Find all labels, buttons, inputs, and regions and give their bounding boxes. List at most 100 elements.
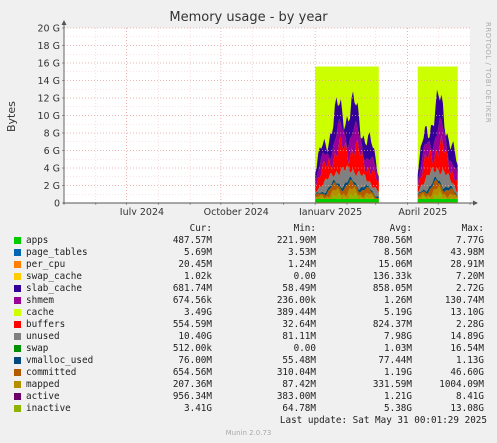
legend-row-vmalloc-used: vmalloc_used 76.00M 55.48M 77.44M 1.13G [14, 355, 492, 367]
legend-avg: 331.59M [372, 379, 412, 390]
last-update: Last update: Sat May 31 00:01:29 2025 [279, 415, 487, 426]
y-tick-label: 4 G [44, 164, 60, 175]
legend-name: per_cpu [26, 259, 66, 270]
legend-min: 236.00k [276, 295, 316, 306]
legend-row-slab-cache: slab_cache 681.74M 58.49M 858.05M 2.72G [14, 283, 492, 295]
memory-chart: 0 2 G 4 G 6 G 8 G 10 G 12 G 14 G 16 G 18 G 20 G Jul… [38, 20, 478, 215]
y-tick-label: 18 G [38, 41, 60, 52]
stack-layer [417, 167, 458, 197]
stack-layer [315, 165, 379, 197]
legend-max: 28.91M [450, 259, 484, 270]
legend-row-committed: committed 654.56M 310.04M 1.19G 46.60G [14, 367, 492, 379]
col-min-header: Min: [293, 223, 316, 234]
legend-min: 0.00 [293, 271, 316, 282]
legend-swatch [14, 369, 21, 376]
legend-name: committed [26, 367, 77, 378]
legend-avg: 77.44M [378, 355, 412, 366]
y-tick-label: 20 G [38, 24, 60, 35]
legend-swatch [14, 309, 21, 316]
legend-max: 16.54M [450, 343, 484, 354]
y-tick-label: 16 G [38, 59, 60, 70]
stack-layer [315, 91, 379, 183]
legend-name: shmem [26, 295, 54, 306]
legend-swatch [14, 249, 21, 256]
legend-min: 58.49M [282, 283, 316, 294]
y-tick-label: 0 [54, 199, 60, 210]
legend-table: Cur: Min: Avg: Max: apps 487.57M 221.90M 78… [14, 223, 492, 415]
legend-min: 1.24M [288, 259, 316, 270]
legend-max: 7.77G [456, 235, 484, 246]
legend-name: mapped [26, 379, 60, 390]
legend-cur: 681.74M [172, 283, 212, 294]
legend-name: apps [26, 235, 49, 246]
legend-avg: 858.05M [372, 283, 412, 294]
legend-max: 13.08G [450, 403, 484, 414]
legend-rows: apps 487.57M 221.90M 780.56M 7.77G page_table… [14, 235, 492, 415]
legend-swatch [14, 345, 21, 352]
legend-avg: 1.03M [384, 343, 412, 354]
legend-name: swap_cache [26, 271, 82, 282]
legend-cur: 654.56M [172, 367, 212, 378]
chart-title: Memory usage - by year [169, 10, 328, 25]
legend-min: 0.00 [293, 343, 316, 354]
legend-min: 87.42M [282, 379, 316, 390]
legend-max: 43.98M [450, 247, 484, 258]
y-tick-label: 2 G [44, 181, 60, 192]
legend-max: 130.74M [444, 295, 484, 306]
apps-area [417, 199, 458, 202]
legend-avg: 780.56M [372, 235, 412, 246]
y-tick-label: 12 G [38, 94, 60, 105]
legend-cur: 20.45M [178, 259, 212, 270]
y-tick-label: 8 G [44, 129, 60, 140]
legend-row-unused: unused 10.40G 81.11M 7.98G 14.89G [14, 331, 492, 343]
plot-area [64, 28, 470, 203]
stack-layer [315, 118, 379, 191]
legend-row-mapped: mapped 207.36M 87.42M 331.59M 1004.09M [14, 379, 492, 391]
legend-swatch [14, 333, 21, 340]
legend-min: 64.78M [282, 403, 316, 414]
legend-name: unused [26, 331, 60, 342]
y-tick-label: 6 G [44, 146, 60, 157]
legend-cur: 76.00M [178, 355, 212, 366]
stack-layer [315, 187, 379, 202]
legend-cur: 487.57M [172, 235, 212, 246]
legend-max: 7.20M [456, 271, 484, 282]
legend-row-per-cpu: per_cpu 20.45M 1.24M 15.06M 28.91M [14, 259, 492, 271]
legend-row-swap-cache: swap_cache 1.02k 0.00 136.33k 7.20M [14, 271, 492, 283]
stack-layer [315, 176, 379, 199]
legend-name: buffers [26, 319, 66, 330]
legend-cur: 5.69M [184, 247, 212, 258]
legend-header: Cur: Min: Avg: Max: [14, 223, 492, 235]
legend-row-cache: cache 3.49G 389.44M 5.19G 13.10G [14, 307, 492, 319]
legend-row-inactive: inactive 3.41G 64.78M 5.38G 13.08G [14, 403, 492, 415]
stack-layer [315, 179, 379, 201]
legend-row-active: active 956.34M 383.00M 1.21G 8.41G [14, 391, 492, 403]
legend-avg: 5.38G [384, 403, 412, 414]
legend-cur: 3.49G [184, 307, 212, 318]
legend-name: slab_cache [26, 283, 82, 294]
apps-area [315, 199, 379, 202]
legend-cur: 554.59M [172, 319, 212, 330]
legend-name: swap [26, 343, 49, 354]
legend-name: page_tables [26, 247, 88, 258]
stack-layer [417, 117, 458, 189]
legend-max: 1.13G [456, 355, 484, 366]
legend-max: 2.72G [456, 283, 484, 294]
legend-min: 32.64M [282, 319, 316, 330]
stack-layer [417, 176, 458, 197]
legend-cur: 10.40G [178, 331, 212, 342]
legend-avg: 1.19G [384, 367, 412, 378]
legend-row-buffers: buffers 554.59M 32.64M 824.37M 2.28G [14, 319, 492, 331]
legend-swatch [14, 393, 21, 400]
legend-row-apps: apps 487.57M 221.90M 780.56M 7.77G [14, 235, 492, 247]
legend-avg: 5.19G [384, 307, 412, 318]
legend-swatch [14, 321, 21, 328]
y-tick-label: 10 G [38, 111, 60, 122]
legend-swatch [14, 405, 21, 412]
x-tick-label: October 2024 [204, 207, 269, 215]
legend-max: 8.41G [456, 391, 484, 402]
legend-name: cache [26, 307, 54, 318]
legend-avg: 15.06M [378, 259, 412, 270]
legend-max: 46.60G [450, 367, 484, 378]
stack-layer [417, 186, 458, 202]
